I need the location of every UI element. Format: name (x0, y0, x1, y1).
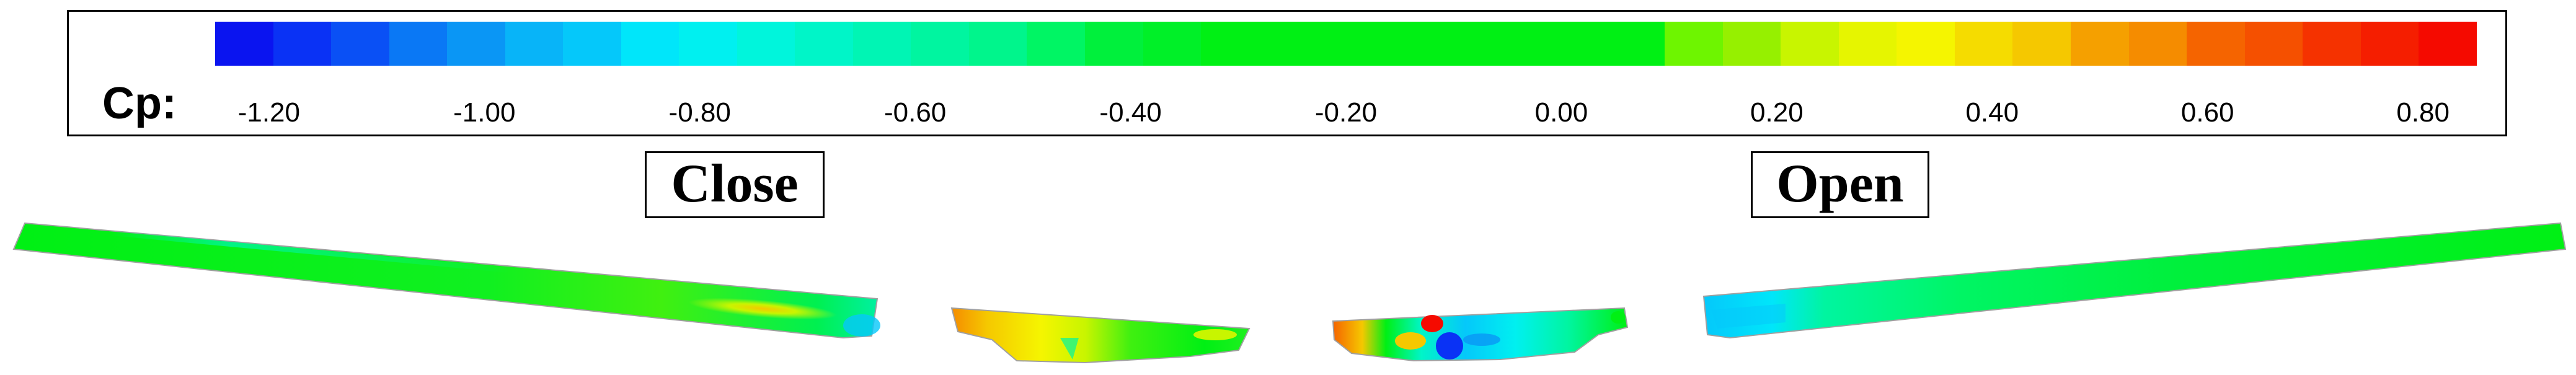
colorbar-tick-label: -0.40 (1099, 97, 1162, 128)
colorbar-tick-label: -0.80 (668, 97, 731, 128)
colorbar-segment (1259, 22, 1317, 66)
colorbar-segment (911, 22, 969, 66)
colorbar-tick-label: -0.20 (1314, 97, 1378, 128)
colorbar-segment (1201, 22, 1259, 66)
colorbar-segment (2012, 22, 2071, 66)
colorbar-segment (215, 22, 273, 66)
center-block-close (950, 307, 1250, 364)
colorbar-segment (679, 22, 737, 66)
colorbar-segment (2187, 22, 2245, 66)
colorbar-segment (2303, 22, 2361, 66)
colorbar-tick-label: -1.00 (453, 97, 516, 128)
colorbar-segment (1897, 22, 1955, 66)
colorbar-segment (505, 22, 564, 66)
colorbar-segment (563, 22, 621, 66)
colorbar-tick-label: 0.80 (2396, 97, 2450, 128)
colorbar-segment (737, 22, 795, 66)
colorbar-tick-label: 0.40 (1965, 97, 2019, 128)
colorbar-segment (1606, 22, 1665, 66)
colorbar-legend: Cp: -1.20 -1.00 -0.80 -0.60 -0.40 -0.20 0.00 0.… (67, 10, 2507, 136)
colorbar-segment (1665, 22, 1723, 66)
colorbar-tick-label: -1.20 (237, 97, 300, 128)
colorbar-tick-labels: -1.20 -1.00 -0.80 -0.60 -0.40 -0.20 0.00 0.20 0.… (69, 97, 2505, 134)
close-state-label: Close (645, 151, 825, 218)
colorbar-tick-label: 0.60 (2180, 97, 2234, 128)
open-state-label: Open (1751, 151, 1929, 218)
right-deck-open (1702, 222, 2567, 339)
colorbar-segment (2419, 22, 2477, 66)
colorbar-segment (1374, 22, 1433, 66)
colorbar-segment (2360, 22, 2419, 66)
colorbar-tick-label: 0.20 (1750, 97, 1804, 128)
colorbar-segment (1781, 22, 1839, 66)
center-block-open (1332, 307, 1629, 362)
colorbar-segment (1317, 22, 1375, 66)
colorbar-segment (2071, 22, 2129, 66)
colorbar-segment (1549, 22, 1607, 66)
colorbar-segment (968, 22, 1027, 66)
left-deck-close (12, 222, 880, 339)
colorbar-segment (1954, 22, 2013, 66)
colorbar-segment (1433, 22, 1491, 66)
colorbar-segment (447, 22, 505, 66)
colorbar-segment (1490, 22, 1549, 66)
colorbar-segment (2128, 22, 2187, 66)
colorbar-tick-label: 0.00 (1534, 97, 1588, 128)
legend-title: Cp: (102, 79, 177, 128)
colorbar-segment (1027, 22, 1085, 66)
colorbar-segment (273, 22, 332, 66)
colorbar-segment (1143, 22, 1202, 66)
colorbar-segment (1084, 22, 1143, 66)
cp-colorbar (215, 22, 2477, 66)
colorbar-segment (389, 22, 448, 66)
colorbar-segment (1722, 22, 1781, 66)
colorbar-segment (1838, 22, 1897, 66)
colorbar-segment (331, 22, 389, 66)
colorbar-segment (795, 22, 853, 66)
colorbar-tick-label: -0.60 (883, 97, 947, 128)
colorbar-segment (852, 22, 911, 66)
colorbar-segment (621, 22, 679, 66)
colorbar-segment (2244, 22, 2303, 66)
